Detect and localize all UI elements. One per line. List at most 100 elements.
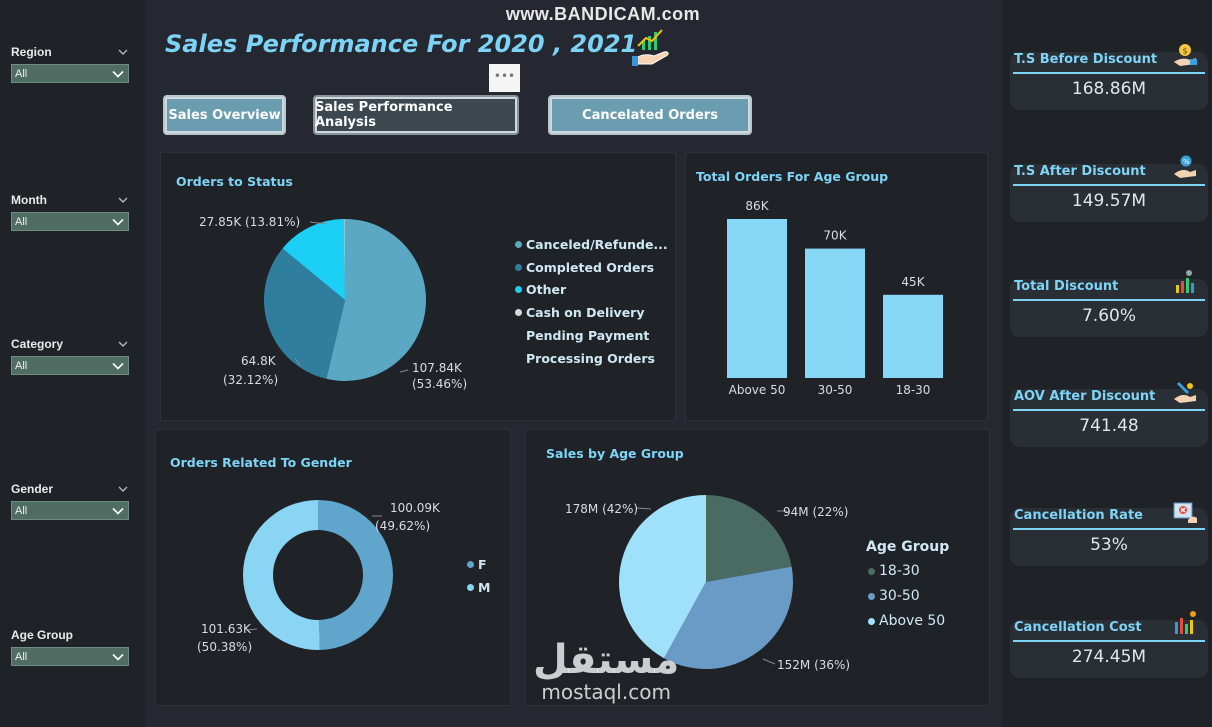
pie-slice-completed[interactable] [264, 248, 345, 379]
legend-item[interactable]: Completed Orders [515, 260, 654, 275]
money-hand-icon: $ [1174, 44, 1197, 66]
bar-18-30[interactable] [883, 294, 943, 378]
pie-slice-18-30[interactable] [706, 495, 792, 582]
chevron-down-icon[interactable] [117, 483, 129, 495]
legend-marker [868, 567, 875, 575]
legend-label: Other [526, 282, 567, 297]
sales-performance-analysis-button[interactable]: Sales Performance Analysis [313, 95, 519, 135]
bar-30-50[interactable] [805, 248, 865, 378]
divider [1013, 409, 1205, 411]
bar-data-label: 45K [901, 275, 925, 289]
month-dropdown[interactable]: All [11, 212, 129, 231]
legend-label: Completed Orders [526, 260, 655, 275]
label-leader [294, 357, 301, 366]
donut-slice-female[interactable] [318, 500, 393, 650]
pie-slice-other[interactable] [282, 219, 345, 300]
dropdown-value: All [15, 359, 28, 372]
kpi-value: 274.45M [1071, 647, 1147, 667]
data-label-above-50: 178M (42%) [565, 502, 638, 516]
legend-item[interactable]: Processing Orders [515, 351, 655, 366]
pie-slice-above-50[interactable] [619, 495, 706, 659]
filter-title: Gender [11, 482, 54, 496]
kpi-label: AOV After Discount [1014, 389, 1156, 404]
legend-item[interactable]: Other [515, 282, 566, 297]
legend-marker [515, 241, 522, 248]
chevron-down-icon[interactable] [117, 338, 129, 350]
chevron-down-icon[interactable] [117, 46, 129, 58]
bar-above-50[interactable] [727, 219, 787, 378]
sales-age-pie-chart: 94M (22%) 178M (42%) 152M (36%) [565, 495, 850, 672]
kpi-value: 7.60% [1081, 306, 1136, 326]
donut-slice-male[interactable] [242, 500, 320, 650]
dropdown-value: All [15, 215, 28, 228]
filter-title: Category [11, 337, 64, 351]
pie-slice-cash-on-delivery[interactable] [344, 219, 345, 300]
label-leader [309, 221, 328, 225]
label-leader [636, 507, 652, 510]
legend-item[interactable]: M [467, 580, 490, 595]
data-label-male: 101.63K [201, 622, 252, 636]
age-orders-bar-chart: 86K Above 50 70K 30-50 45K 18-30 [727, 199, 943, 397]
kpi-label: Total Discount [1014, 279, 1119, 294]
age-group-dropdown[interactable]: All [11, 647, 129, 666]
legend-label: Pending Payment [526, 328, 650, 343]
legend-item[interactable]: Cash on Delivery [515, 305, 645, 320]
x-axis-tick-label: 18-30 [896, 383, 931, 397]
payment-hand-icon [1174, 381, 1196, 403]
kpi-card-cancellation-cost: Cancellation Cost 274.45M [1010, 611, 1208, 678]
kpi-card-ts-after-discount: T.S After Discount 149.57M % [1010, 155, 1208, 222]
sales-overview-button[interactable]: Sales Overview [163, 95, 286, 135]
legend-label: 18-30 [879, 563, 920, 579]
dropdown-value: All [15, 650, 28, 663]
kpi-value: 53% [1090, 535, 1128, 555]
kpi-label: T.S After Discount [1014, 164, 1146, 179]
kpi-value: 741.48 [1079, 416, 1139, 436]
page-title: Sales Performance For 2020 , 2021 [165, 30, 638, 58]
orders-status-pie-chart: 27.85K (13.81%) 64.8K (32.12%) 107.84K (… [199, 215, 467, 391]
data-label-other: 27.85K (13.81%) [199, 215, 300, 229]
legend-marker [515, 332, 522, 339]
dropdown-value: All [15, 504, 28, 517]
filter-title: Age Group [11, 628, 73, 642]
panel-title: Sales by Age Group [546, 446, 684, 461]
legend-marker [515, 286, 522, 293]
data-label-canceled: 107.84K [412, 361, 463, 375]
chevron-down-icon[interactable] [117, 194, 129, 206]
divider [1013, 184, 1205, 186]
filter-gender: Gender All [11, 481, 129, 520]
svg-text:$: $ [1183, 47, 1188, 56]
legend-item[interactable]: Canceled/Refunde... [515, 237, 668, 252]
more-options-button[interactable]: ••• [489, 64, 520, 92]
kpi-card-total-discount: Total Discount 7.60% [1010, 270, 1208, 337]
legend-marker [467, 584, 474, 591]
legend-label: Above 50 [879, 613, 946, 629]
canceled-orders-button[interactable]: Cancelated Orders [548, 95, 752, 135]
sales-pie-slices [619, 495, 793, 669]
region-dropdown[interactable]: All [11, 64, 129, 83]
legend-item[interactable]: Above 50 [868, 613, 945, 629]
pie-slice-canceled[interactable] [326, 219, 426, 381]
pie-slice-30-50[interactable] [663, 566, 793, 669]
legend-label: Canceled/Refunde... [526, 237, 668, 252]
filter-title: Month [11, 193, 47, 207]
dropdown-value: All [15, 67, 28, 80]
bar-chart-icon [1176, 270, 1194, 293]
legend-marker [515, 309, 522, 316]
data-label-male-pct: (50.38%) [197, 640, 252, 654]
panel-title: Orders to Status [176, 174, 293, 189]
label-leader [246, 628, 258, 631]
filter-category: Category All [11, 336, 129, 375]
category-dropdown[interactable]: All [11, 356, 129, 375]
legend-item[interactable]: Pending Payment [515, 328, 649, 343]
filter-month: Month All [11, 192, 129, 231]
recorder-watermark: www.BANDICAM.com [505, 4, 701, 24]
kpi-pane [1002, 0, 1212, 727]
gender-donut-slices [242, 500, 393, 650]
legend-item[interactable]: 30-50 [868, 588, 920, 604]
discount-hand-icon: % [1174, 155, 1196, 178]
legend-item[interactable]: 18-30 [868, 563, 920, 579]
legend-item[interactable]: F [467, 557, 487, 572]
brand-watermark-text: mostaql.com [541, 680, 671, 704]
panel-title: Orders Related To Gender [170, 455, 352, 470]
gender-dropdown[interactable]: All [11, 501, 129, 520]
